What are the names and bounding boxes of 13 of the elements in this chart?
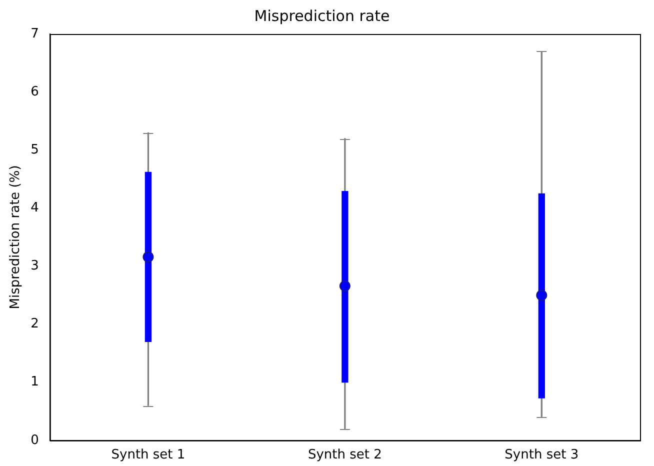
y-tick-label: 4: [30, 200, 39, 216]
x-tick-label: Synth set 2: [308, 448, 382, 463]
y-tick-label: 6: [30, 84, 39, 100]
y-tick-label: 1: [30, 374, 39, 390]
y-tick-label: 5: [30, 142, 39, 158]
y-tick-label: 7: [30, 26, 39, 42]
x-tick-label: Synth set 3: [504, 448, 579, 463]
y-axis-title: Misprediction rate (%): [8, 165, 24, 310]
y-tick-label: 0: [30, 432, 39, 448]
chart-title: Misprediction rate: [254, 6, 390, 25]
y-tick-label: 2: [30, 316, 39, 332]
y-tick-label: 3: [30, 258, 39, 274]
x-tick-label: Synth set 1: [111, 448, 186, 463]
